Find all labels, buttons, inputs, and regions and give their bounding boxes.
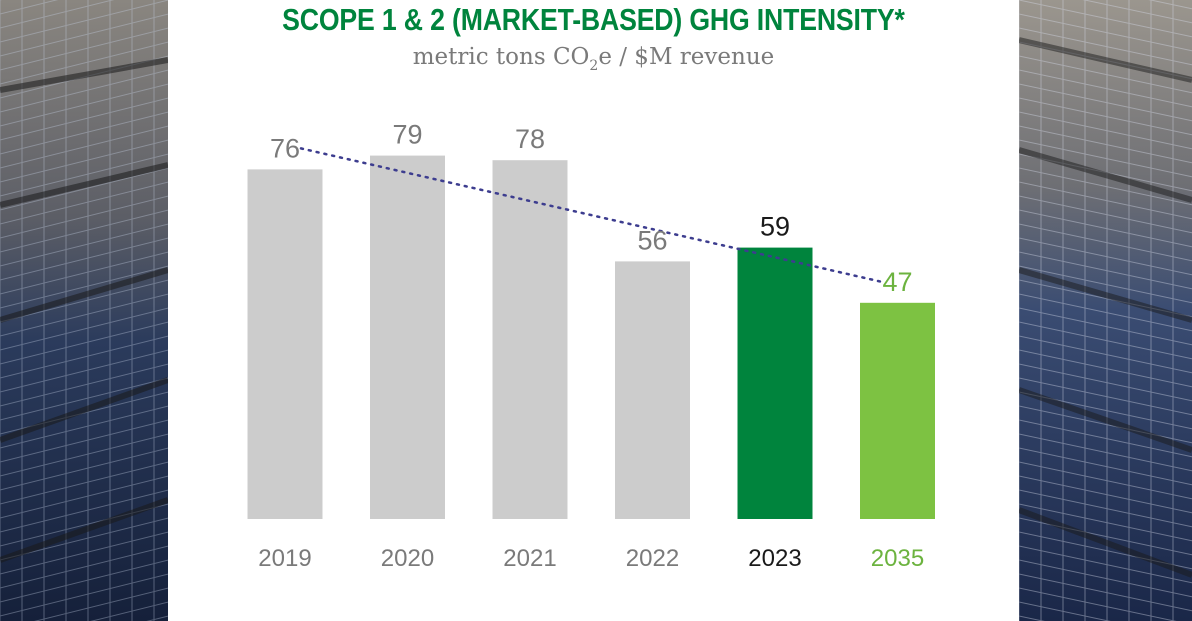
data-label-2021: 78 <box>515 124 545 154</box>
data-label-2022: 56 <box>637 225 667 255</box>
bar-2035 <box>860 302 935 519</box>
bar-chart: 76 2019 79 2020 78 2021 56 2022 59 2023 47 2035 <box>247 120 935 572</box>
data-label-2019: 76 <box>270 133 300 163</box>
chart-subtitle: metric tons CO2e / $M revenue <box>168 44 1019 74</box>
x-tick-label-2023: 2023 <box>748 545 801 572</box>
x-tick-label-2022: 2022 <box>626 545 679 572</box>
x-tick-label-2021: 2021 <box>503 545 556 572</box>
x-tick-label-2020: 2020 <box>381 545 434 572</box>
chart-card: SCOPE 1 & 2 (MARKET-BASED) GHG INTENSITY… <box>168 0 1019 621</box>
bar-2023 <box>737 247 813 519</box>
x-tick-label-2035: 2035 <box>871 545 924 572</box>
x-tick-label-2019: 2019 <box>258 545 311 572</box>
bar-2019 <box>247 169 323 519</box>
background-solar-panels-left <box>0 0 168 621</box>
trend-line <box>299 147 883 284</box>
data-label-2035: 47 <box>882 267 912 297</box>
bar-2021 <box>492 160 568 519</box>
data-label-2023: 59 <box>760 212 790 242</box>
subtitle-subscript: 2 <box>589 58 599 74</box>
data-label-2020: 79 <box>392 120 422 150</box>
subtitle-text-main: metric tons CO <box>412 44 590 70</box>
bar-2022 <box>615 261 690 519</box>
subtitle-text-unit: e / $M revenue <box>598 44 775 70</box>
bar-2020 <box>370 155 445 519</box>
background-solar-panels-right <box>1019 0 1192 621</box>
chart-title: SCOPE 1 & 2 (MARKET-BASED) GHG INTENSITY… <box>282 2 905 37</box>
